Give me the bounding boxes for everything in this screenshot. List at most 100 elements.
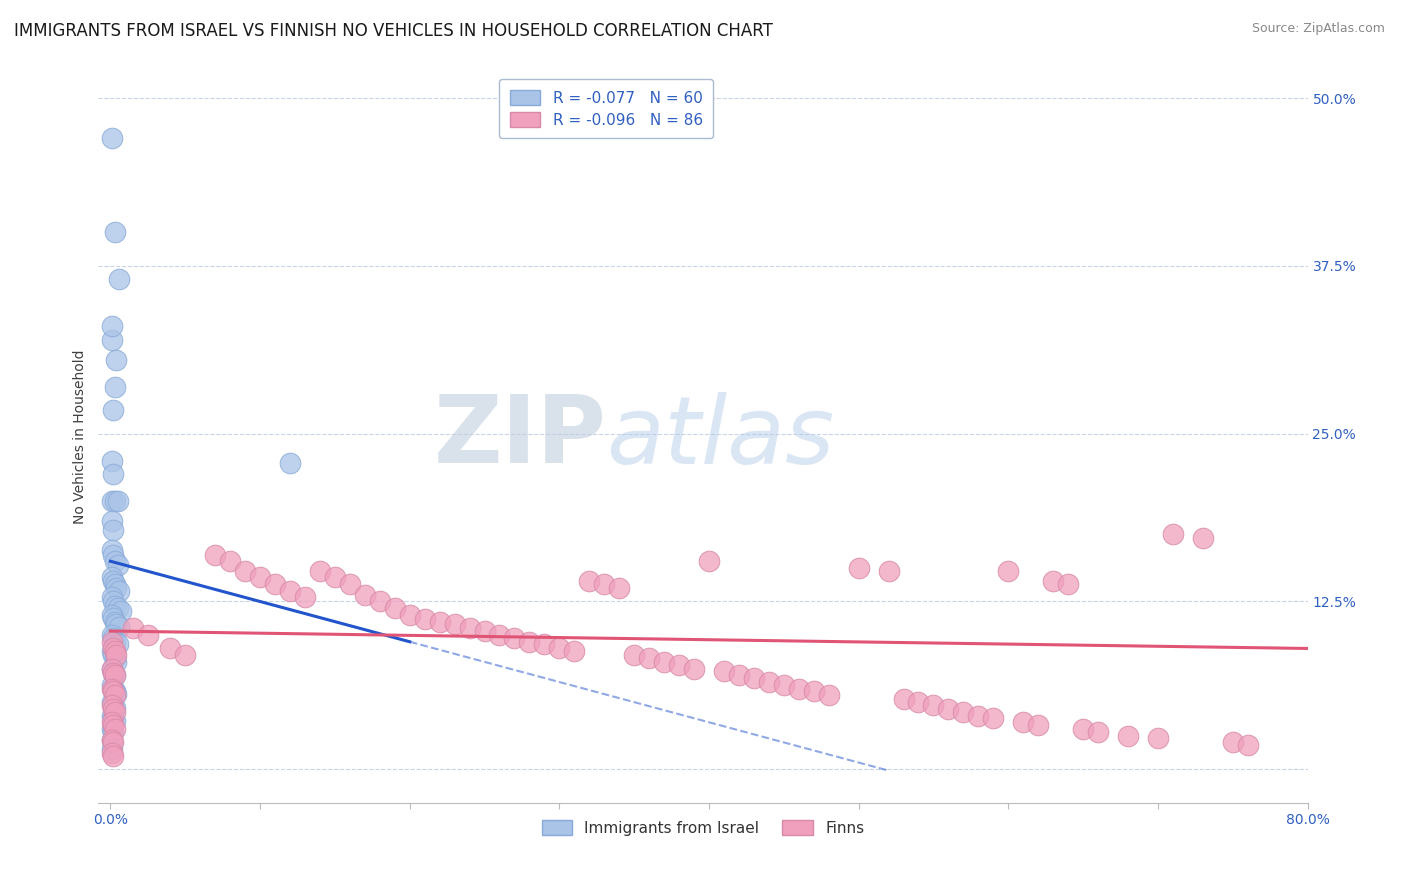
Point	[103, 698, 125, 712]
Point	[474, 624, 496, 638]
Text: atlas: atlas	[606, 392, 835, 483]
Point	[1087, 724, 1109, 739]
Point	[103, 641, 125, 656]
Point	[159, 641, 181, 656]
Point	[101, 681, 124, 696]
Text: ZIP: ZIP	[433, 391, 606, 483]
Point	[967, 708, 990, 723]
Point	[219, 554, 242, 568]
Point	[278, 583, 301, 598]
Point	[652, 655, 675, 669]
Point	[952, 705, 974, 719]
Point	[548, 641, 571, 656]
Point	[683, 662, 706, 676]
Point	[105, 648, 128, 662]
Point	[848, 561, 870, 575]
Point	[593, 577, 616, 591]
Point	[458, 621, 481, 635]
Point	[1012, 715, 1035, 730]
Point	[104, 714, 127, 728]
Point	[101, 333, 124, 347]
Point	[107, 558, 129, 573]
Point	[353, 588, 375, 602]
Point	[101, 732, 124, 747]
Point	[503, 631, 526, 645]
Point	[104, 651, 127, 665]
Point	[101, 570, 124, 584]
Point	[104, 634, 127, 648]
Point	[249, 570, 271, 584]
Point	[893, 692, 915, 706]
Point	[101, 591, 124, 605]
Point	[104, 554, 127, 568]
Point	[623, 648, 645, 662]
Point	[697, 554, 720, 568]
Point	[101, 634, 124, 648]
Point	[105, 687, 128, 701]
Point	[1191, 532, 1213, 546]
Point	[278, 456, 301, 470]
Point	[997, 564, 1019, 578]
Point	[384, 601, 406, 615]
Point	[204, 548, 226, 562]
Point	[398, 607, 420, 622]
Point	[107, 637, 129, 651]
Legend: Immigrants from Israel, Finns: Immigrants from Israel, Finns	[531, 809, 875, 847]
Point	[104, 722, 127, 736]
Point	[103, 684, 125, 698]
Point	[443, 617, 465, 632]
Point	[103, 467, 125, 481]
Point	[758, 675, 780, 690]
Point	[103, 718, 125, 732]
Point	[107, 601, 129, 615]
Point	[108, 583, 131, 598]
Point	[728, 668, 751, 682]
Point	[103, 724, 125, 739]
Point	[101, 662, 124, 676]
Point	[108, 620, 131, 634]
Point	[264, 577, 287, 591]
Point	[907, 695, 929, 709]
Point	[104, 493, 127, 508]
Point	[101, 678, 124, 692]
Point	[101, 715, 124, 730]
Text: Source: ZipAtlas.com: Source: ZipAtlas.com	[1251, 22, 1385, 36]
Point	[294, 591, 316, 605]
Point	[103, 711, 125, 725]
Point	[1116, 729, 1139, 743]
Point	[174, 648, 197, 662]
Point	[101, 628, 124, 642]
Point	[101, 453, 124, 467]
Point	[101, 607, 124, 622]
Point	[103, 402, 125, 417]
Point	[578, 574, 600, 589]
Point	[488, 628, 510, 642]
Point	[519, 634, 541, 648]
Point	[1071, 722, 1094, 736]
Point	[1042, 574, 1064, 589]
Point	[136, 628, 159, 642]
Point	[101, 746, 124, 760]
Point	[938, 702, 960, 716]
Point	[339, 577, 361, 591]
Point	[1161, 527, 1184, 541]
Point	[533, 637, 555, 651]
Point	[104, 226, 127, 240]
Point	[103, 665, 125, 680]
Point	[323, 570, 346, 584]
Point	[1222, 735, 1244, 749]
Point	[101, 493, 124, 508]
Point	[309, 564, 332, 578]
Point	[101, 319, 124, 334]
Point	[101, 732, 124, 747]
Point	[638, 651, 661, 665]
Point	[787, 681, 810, 696]
Point	[103, 681, 125, 696]
Point	[1057, 577, 1080, 591]
Point	[104, 705, 127, 719]
Point	[1236, 738, 1258, 752]
Point	[105, 352, 128, 367]
Point	[713, 665, 735, 679]
Point	[105, 581, 128, 595]
Point	[101, 695, 124, 709]
